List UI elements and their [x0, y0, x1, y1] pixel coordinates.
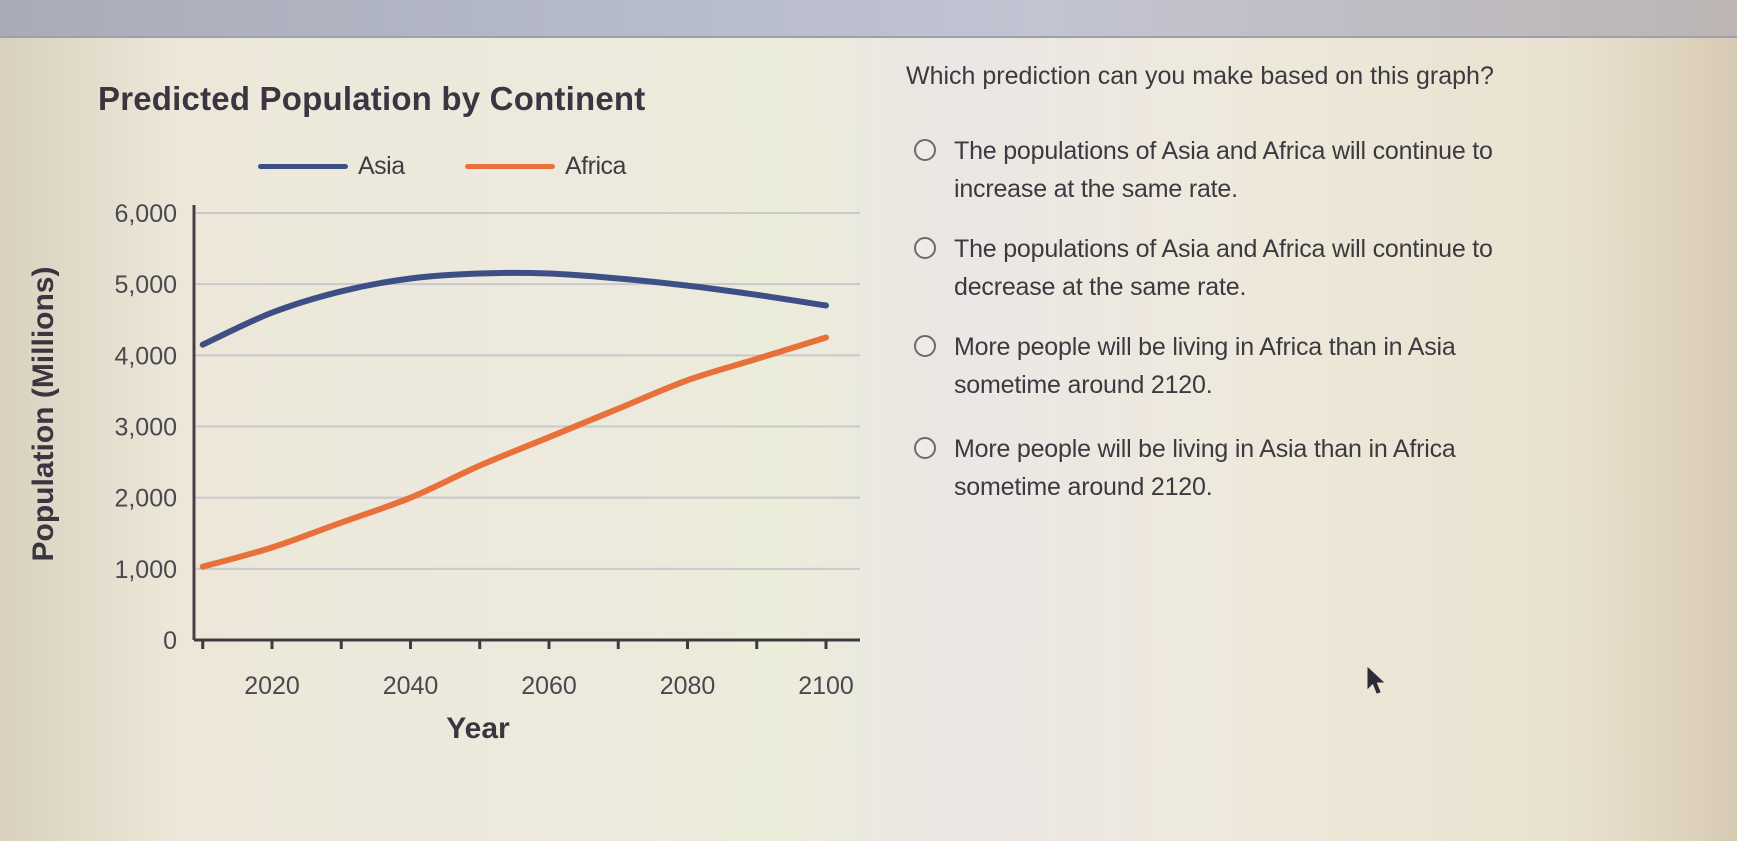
- window-top-bar: [0, 0, 1737, 38]
- radio-unselected-icon[interactable]: [914, 237, 936, 259]
- x-tick-label: 2020: [244, 672, 300, 700]
- legend-label: Asia: [358, 152, 405, 180]
- legend-swatch-asia: [258, 164, 348, 169]
- answer-option-2[interactable]: The populations of Asia and Africa will …: [914, 230, 1674, 306]
- series-line-asia: [199, 269, 829, 348]
- chart-title: Predicted Population by Continent: [98, 80, 646, 117]
- y-tick-label: 4,000: [114, 342, 177, 370]
- mouse-pointer-icon: [1367, 666, 1385, 694]
- radio-unselected-icon[interactable]: [914, 437, 936, 459]
- y-tick-label: 0: [163, 627, 177, 655]
- question-prompt: Which prediction can you make based on t…: [906, 62, 1494, 90]
- y-tick-label: 1,000: [114, 556, 177, 584]
- x-tick-label: 2060: [521, 672, 577, 700]
- y-tick-label: 5,000: [114, 271, 177, 299]
- y-tick-label: 2,000: [114, 485, 177, 513]
- legend-swatch-africa: [465, 164, 555, 169]
- answer-option-1[interactable]: The populations of Asia and Africa will …: [914, 132, 1674, 208]
- legend-label: Africa: [565, 152, 626, 180]
- x-axis-title: Year: [446, 712, 510, 745]
- series-line-africa: [199, 334, 829, 570]
- y-tick-label: 3,000: [114, 414, 177, 442]
- option-text: The populations of Asia and Africa will …: [954, 137, 1493, 203]
- answer-option-3[interactable]: More people will be living in Africa tha…: [914, 328, 1674, 404]
- option-text: More people will be living in Asia than …: [954, 435, 1456, 501]
- x-tick-label: 2040: [383, 672, 439, 700]
- legend-item-africa: Africa: [465, 152, 626, 181]
- option-text: The populations of Asia and Africa will …: [954, 235, 1493, 301]
- radio-unselected-icon[interactable]: [914, 335, 936, 357]
- x-tick-label: 2080: [660, 672, 716, 700]
- option-text: More people will be living in Africa tha…: [954, 333, 1456, 399]
- y-tick-label: 6,000: [114, 200, 177, 228]
- radio-unselected-icon[interactable]: [914, 139, 936, 161]
- answer-option-4[interactable]: More people will be living in Asia than …: [914, 430, 1674, 506]
- x-tick-label: 2100: [798, 672, 854, 700]
- legend-item-asia: Asia: [258, 152, 405, 181]
